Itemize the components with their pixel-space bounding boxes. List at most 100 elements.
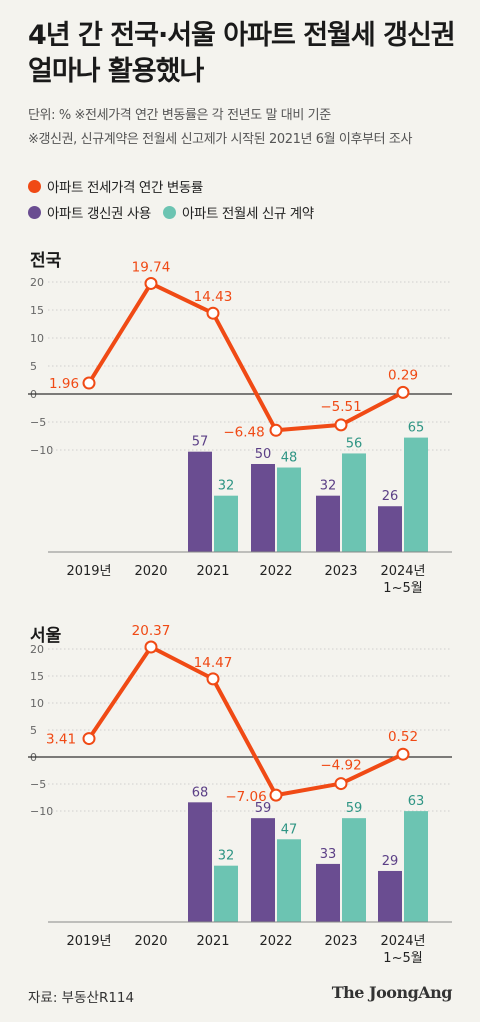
y-tick-label: 5 — [30, 360, 37, 373]
y-tick-label: 20 — [30, 643, 44, 656]
bar-renewal — [316, 495, 340, 552]
legend-line-label: 아파트 전세가격 연간 변동률 — [47, 180, 203, 196]
price-change-point — [334, 777, 348, 791]
unit-note: 단위: % ※전세가격 연간 변동률은 각 전년도 말 대비 기준 — [28, 108, 331, 123]
source-note: 자료: 부동산R114 — [28, 990, 135, 1006]
title-line-1: 4년 간 전국·서울 아파트 전월세 갱신권 — [28, 20, 456, 51]
legend-bar2-item: 아파트 전월세 신규 계약 — [162, 202, 314, 222]
bar-new-contract-label: 56 — [346, 436, 363, 451]
bar-renewal — [188, 802, 212, 922]
price-change-label: 0.52 — [388, 729, 418, 745]
bar-new-contract-label: 48 — [281, 451, 298, 466]
y-tick-label: 15 — [30, 670, 44, 683]
legend-bar1-swatch — [28, 205, 41, 219]
bar-renewal-label: 32 — [320, 479, 337, 494]
bar-renewal — [251, 818, 275, 922]
price-change-label: 3.41 — [46, 732, 76, 748]
y-tick-label: −5 — [30, 778, 46, 791]
bar-new-contract — [404, 437, 428, 552]
category-label: 1~5월 — [383, 951, 422, 966]
y-tick-label: 15 — [30, 304, 44, 317]
page-title: 4년 간 전국·서울 아파트 전월세 갱신권 얼마나 활용했나 — [28, 18, 468, 90]
category-label: 2019년 — [66, 564, 111, 579]
price-change-label: 1.96 — [49, 376, 79, 392]
y-tick-label: 5 — [30, 724, 37, 737]
price-change-label: 19.74 — [132, 259, 171, 275]
price-change-point — [82, 732, 96, 746]
price-change-point — [396, 385, 410, 399]
brand-logo: The JoongAng — [331, 983, 453, 1002]
legend-bar2-label: 아파트 전월세 신규 계약 — [181, 206, 314, 222]
price-change-label: 20.37 — [132, 623, 171, 639]
legend-line-swatch — [28, 179, 41, 193]
category-label: 2020 — [134, 934, 167, 949]
category-label: 2024년 — [380, 564, 425, 579]
title-line-2: 얼마나 활용했나 — [28, 56, 204, 87]
price-change-label: 14.43 — [194, 289, 233, 305]
price-change-point — [334, 418, 348, 432]
bar-renewal-label: 33 — [320, 847, 337, 862]
bar-renewal-label: 57 — [192, 435, 209, 450]
bar-renewal — [251, 464, 275, 552]
category-label: 2022 — [259, 564, 292, 579]
price-change-point — [396, 747, 410, 761]
y-tick-label: −10 — [30, 805, 53, 818]
bar-renewal — [378, 870, 402, 922]
price-change-point — [269, 423, 283, 437]
bar-new-contract-label: 59 — [346, 801, 363, 816]
category-label: 2023 — [324, 934, 357, 949]
bar-renewal-label: 50 — [255, 447, 272, 462]
price-change-point — [144, 276, 158, 290]
category-label: 2024년 — [380, 934, 425, 949]
bar-new-contract — [277, 467, 301, 552]
bar-new-contract — [342, 453, 366, 552]
price-change-point — [206, 306, 220, 320]
price-change-label: −5.51 — [320, 399, 361, 415]
price-change-line — [87, 281, 404, 433]
price-change-label: −7.06 — [225, 789, 266, 805]
legend-line-row: 아파트 전세가격 연간 변동률 — [28, 176, 203, 196]
bar-renewal — [378, 506, 402, 552]
legend-bar1-item: 아파트 갱신권 사용 — [28, 202, 151, 222]
bar-new-contract-label: 65 — [408, 421, 425, 436]
category-label: 1~5월 — [383, 581, 422, 596]
bar-renewal — [188, 451, 212, 552]
y-tick-label: 10 — [30, 332, 44, 345]
legend-bars-row: 아파트 갱신권 사용 아파트 전월세 신규 계약 — [28, 202, 326, 222]
chart-title-seoul: 서울 — [30, 626, 62, 646]
bar-new-contract — [277, 839, 301, 922]
price-change-label: −6.48 — [223, 424, 264, 440]
y-tick-label: −10 — [30, 444, 53, 457]
seoul-chart: 20151050−5−1068593329324759633.4120.3714… — [28, 623, 452, 966]
chart-title-national: 전국 — [30, 251, 62, 271]
bar-new-contract — [214, 865, 238, 922]
national-chart: 20151050−5−1057503226324856651.9619.7414… — [28, 259, 452, 596]
survey-note: ※갱신권, 신규계약은 전월세 신고제가 시작된 2021년 6월 이후부터 조… — [28, 132, 412, 147]
y-tick-label: 10 — [30, 697, 44, 710]
price-change-label: −4.92 — [320, 758, 361, 774]
category-label: 2023 — [324, 564, 357, 579]
category-label: 2019년 — [66, 934, 111, 949]
bar-renewal — [316, 863, 340, 922]
bar-new-contract — [214, 495, 238, 552]
y-tick-label: 20 — [30, 276, 44, 289]
category-label: 2021 — [196, 564, 229, 579]
price-change-point — [82, 376, 96, 390]
legend-bar1-label: 아파트 갱신권 사용 — [47, 206, 151, 222]
price-change-point — [144, 640, 158, 654]
bar-new-contract — [404, 811, 428, 922]
category-label: 2022 — [259, 934, 292, 949]
bar-new-contract-label: 47 — [281, 822, 298, 837]
legend-bar2-swatch — [162, 205, 176, 219]
price-change-label: 0.29 — [388, 367, 418, 383]
category-label: 2021 — [196, 934, 229, 949]
price-change-point — [269, 788, 283, 802]
bar-new-contract — [342, 818, 366, 922]
bar-new-contract-label: 63 — [408, 794, 425, 809]
price-change-point — [206, 672, 220, 686]
bar-renewal-label: 29 — [382, 854, 399, 869]
price-change-line — [87, 645, 404, 798]
bar-new-contract-label: 32 — [218, 849, 235, 864]
category-label: 2020 — [134, 564, 167, 579]
bar-renewal-label: 68 — [192, 785, 209, 800]
